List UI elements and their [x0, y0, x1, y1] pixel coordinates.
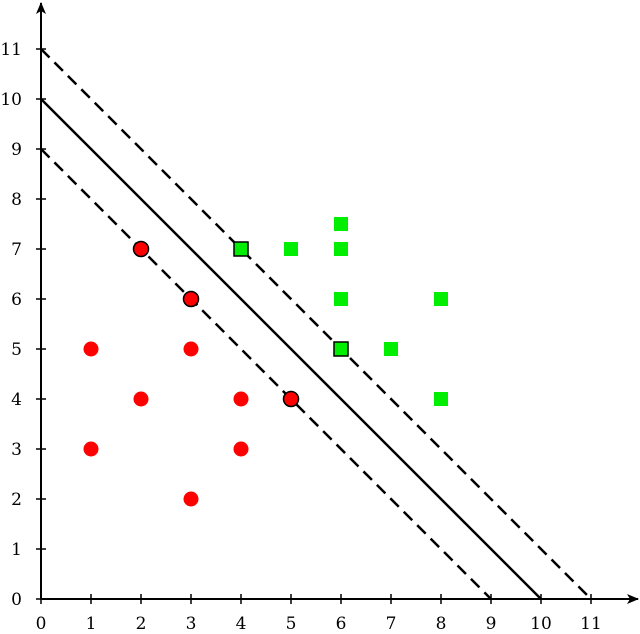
red-circle-point-9 — [183, 491, 199, 507]
red-circle-point-8 — [233, 441, 249, 457]
x-tick-label-5: 5 — [286, 614, 297, 634]
y-tick-label-10: 10 — [0, 90, 22, 110]
boundary-lines — [40, 48, 592, 600]
y-tick-label-9: 9 — [11, 140, 22, 160]
green-square-point-3 — [334, 217, 348, 231]
x-tick-label-11: 11 — [580, 614, 602, 634]
y-tick-label-6: 6 — [11, 290, 22, 310]
green-square-point-2 — [284, 242, 298, 256]
margin-line-2 — [40, 148, 492, 600]
green-square-point-4 — [334, 242, 348, 256]
red-circle-point-4 — [183, 341, 199, 357]
green-square-point-6 — [434, 292, 448, 306]
green-square-point-0 — [233, 241, 249, 257]
green-square-point-8 — [434, 392, 448, 406]
red-circle-point-2 — [282, 390, 300, 408]
x-tick-label-4: 4 — [236, 614, 247, 634]
y-tick-label-4: 4 — [11, 390, 22, 410]
y-tick-label-3: 3 — [11, 440, 22, 460]
green-square-point-1 — [333, 341, 349, 357]
margin-line-1 — [40, 48, 592, 600]
x-tick-label-9: 9 — [486, 614, 497, 634]
data-points — [83, 217, 448, 507]
red-circle-point-7 — [83, 441, 99, 457]
red-circle-point-5 — [133, 391, 149, 407]
y-tick-label-5: 5 — [11, 340, 22, 360]
y-tick-label-11: 11 — [0, 40, 22, 60]
decision-boundary-0 — [40, 98, 542, 600]
red-circle-point-1 — [182, 290, 200, 308]
x-tick-label-3: 3 — [186, 614, 197, 634]
x-tick-label-8: 8 — [436, 614, 447, 634]
x-tick-label-7: 7 — [386, 614, 397, 634]
axis-ticks: 0 1 2 3 4 5 6 7 8 9 10 11 0 1 2 3 4 5 6 7 8 9 10 11 — [0, 40, 601, 634]
red-circle-point-3 — [83, 341, 99, 357]
x-tick-label-2: 2 — [136, 614, 147, 634]
y-tick-label-1: 1 — [11, 540, 22, 560]
x-tick-label-0: 0 — [36, 614, 47, 634]
red-circle-point-0 — [132, 240, 150, 258]
y-tick-label-8: 8 — [11, 190, 22, 210]
x-tick-label-6: 6 — [336, 614, 347, 634]
red-circle-point-6 — [233, 391, 249, 407]
green-square-point-7 — [384, 342, 398, 356]
x-tick-label-10: 10 — [530, 614, 552, 634]
x-tick-label-1: 1 — [86, 614, 97, 634]
y-tick-label-7: 7 — [11, 240, 22, 260]
y-tick-label-2: 2 — [11, 490, 22, 510]
green-square-point-5 — [334, 292, 348, 306]
y-tick-label-0: 0 — [11, 590, 22, 610]
